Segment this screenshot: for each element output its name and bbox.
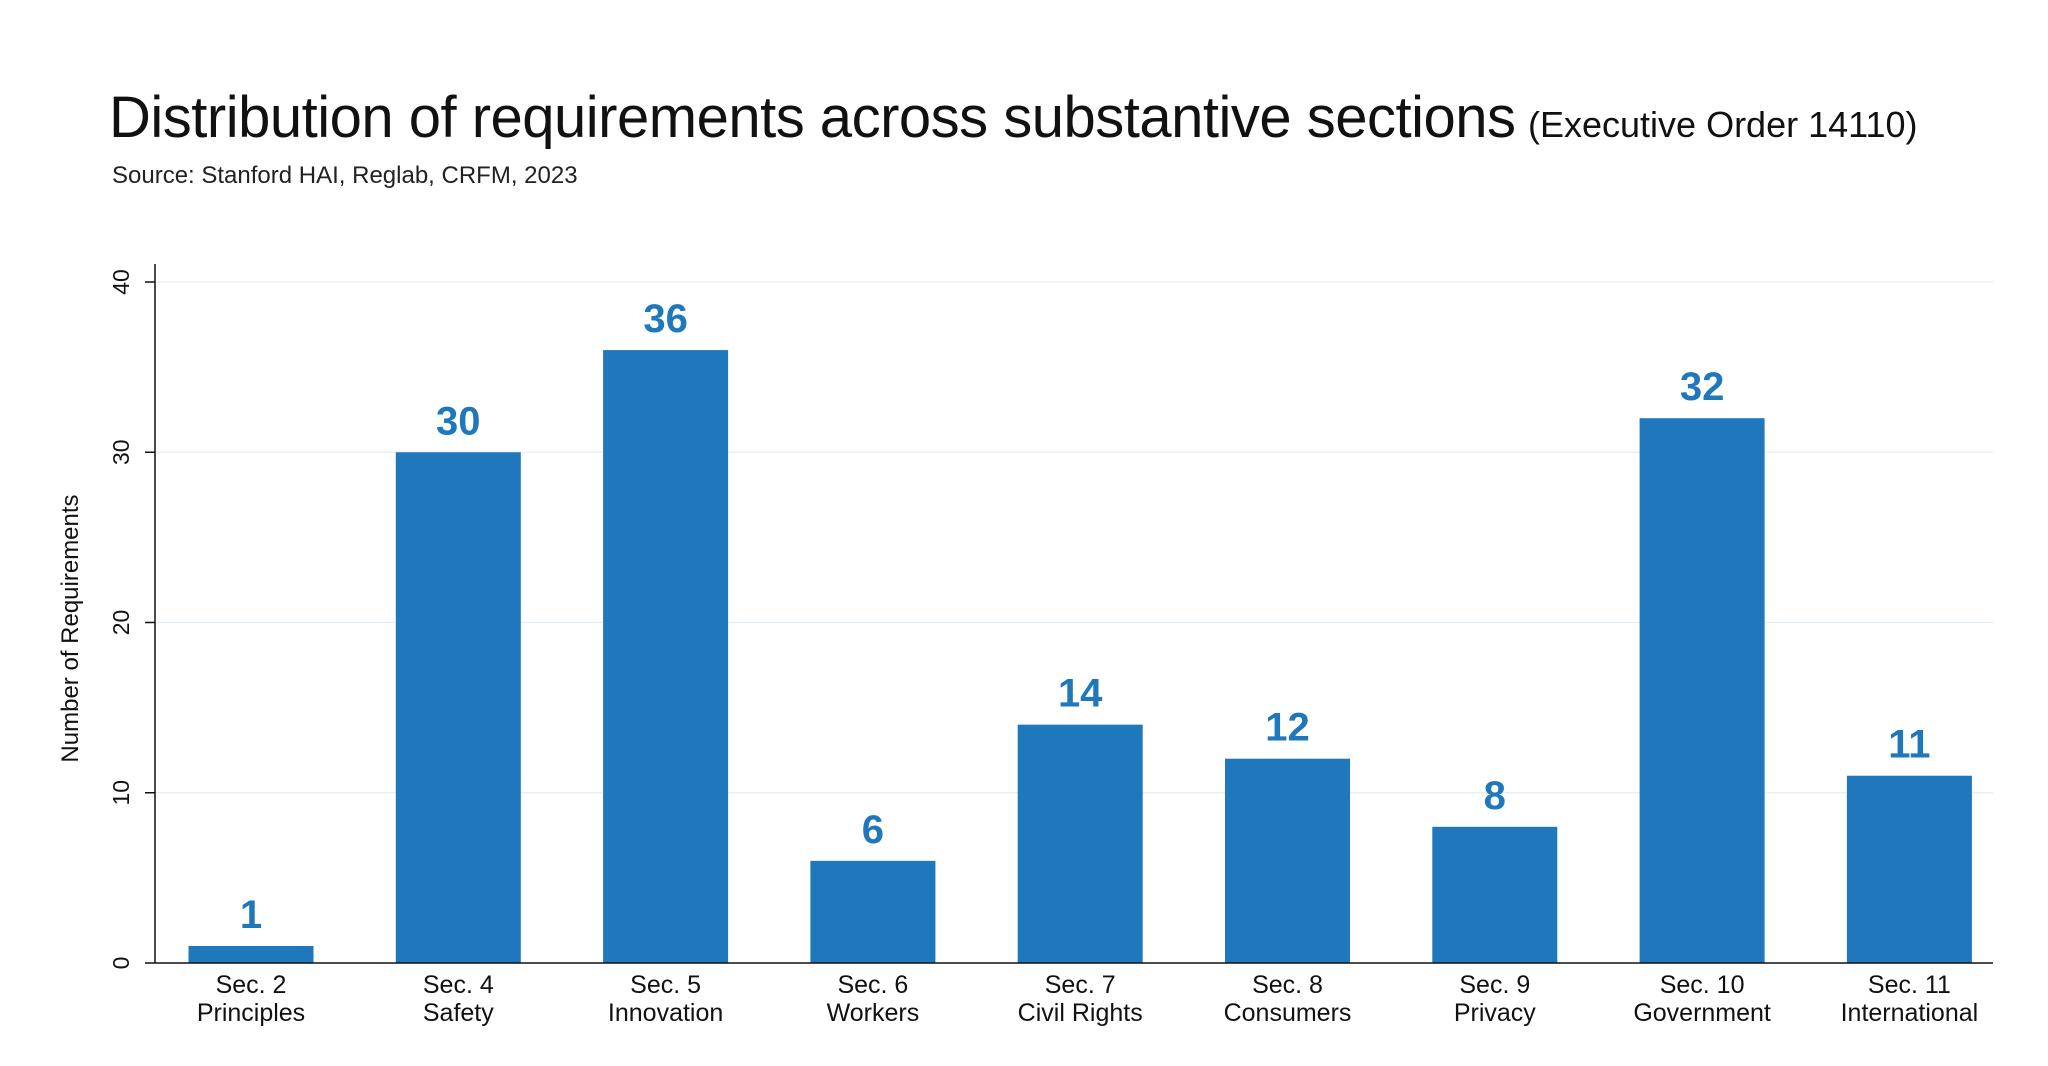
x-tick-label-secondary: Safety xyxy=(423,999,494,1027)
y-tick-label: 0 xyxy=(108,957,134,970)
chart-title: Distribution of requirements across subs… xyxy=(109,84,1918,151)
x-tick-label-secondary: Civil Rights xyxy=(1018,999,1143,1027)
y-tick-label: 40 xyxy=(108,269,134,295)
chart-title-subtitle: (Executive Order 14110) xyxy=(1528,104,1918,145)
x-tick-label: Sec. 7 xyxy=(1045,971,1116,999)
x-tick-label-secondary: Innovation xyxy=(608,999,723,1027)
x-tick-label-secondary: Consumers xyxy=(1224,999,1352,1027)
bar-value-label: 12 xyxy=(1265,706,1310,750)
bars xyxy=(188,350,1972,964)
bar xyxy=(1639,418,1765,963)
x-tick-label: Sec. 4 xyxy=(423,971,494,999)
x-tick-label-secondary: International xyxy=(1841,999,1979,1027)
bar xyxy=(188,945,314,963)
x-tick-label: Sec. 9 xyxy=(1459,971,1530,999)
x-tick-label-secondary: Privacy xyxy=(1454,999,1536,1027)
x-tick-label: Sec. 2 xyxy=(216,971,287,999)
x-tick-label-secondary: Principles xyxy=(197,999,305,1027)
bar xyxy=(1846,775,1972,963)
bar xyxy=(603,350,729,964)
bar-value-label: 6 xyxy=(862,808,884,852)
x-tick-label-secondary: Government xyxy=(1633,999,1771,1027)
y-tick-label: 30 xyxy=(108,439,134,465)
bar xyxy=(1225,758,1350,963)
bar-value-label: 30 xyxy=(436,399,481,443)
bar xyxy=(1432,826,1558,963)
labels: 1 30 36 6 14 12 8 32 11 xyxy=(240,297,1931,937)
x-tick-label: Sec. 10 xyxy=(1660,971,1745,999)
chart-title-main: Distribution of requirements across subs… xyxy=(109,85,1516,150)
bar-value-label: 11 xyxy=(1888,723,1930,767)
chart-source: Source: Stanford HAI, Reglab, CRFM, 2023 xyxy=(112,162,578,189)
x-tick-label: Sec. 11 xyxy=(1868,971,1951,999)
bar xyxy=(810,860,936,963)
bar-value-label: 32 xyxy=(1680,365,1725,409)
y-tick-label: 20 xyxy=(108,610,134,636)
x-tick-label: Sec. 8 xyxy=(1252,971,1323,999)
x-tick-label: Sec. 5 xyxy=(630,971,701,999)
x-tick-label-secondary: Workers xyxy=(827,999,920,1027)
bar-value-label: 36 xyxy=(643,297,688,341)
bar-value-label: 1 xyxy=(240,893,262,937)
bar-value-label: 8 xyxy=(1484,774,1506,818)
y-tick-label: 10 xyxy=(108,780,134,806)
x-tick-label: Sec. 6 xyxy=(837,971,908,999)
bar xyxy=(395,452,521,963)
bar xyxy=(1017,724,1143,963)
y-axis-title: Number of Requirements xyxy=(57,494,84,762)
bar-value-label: 14 xyxy=(1058,672,1103,716)
